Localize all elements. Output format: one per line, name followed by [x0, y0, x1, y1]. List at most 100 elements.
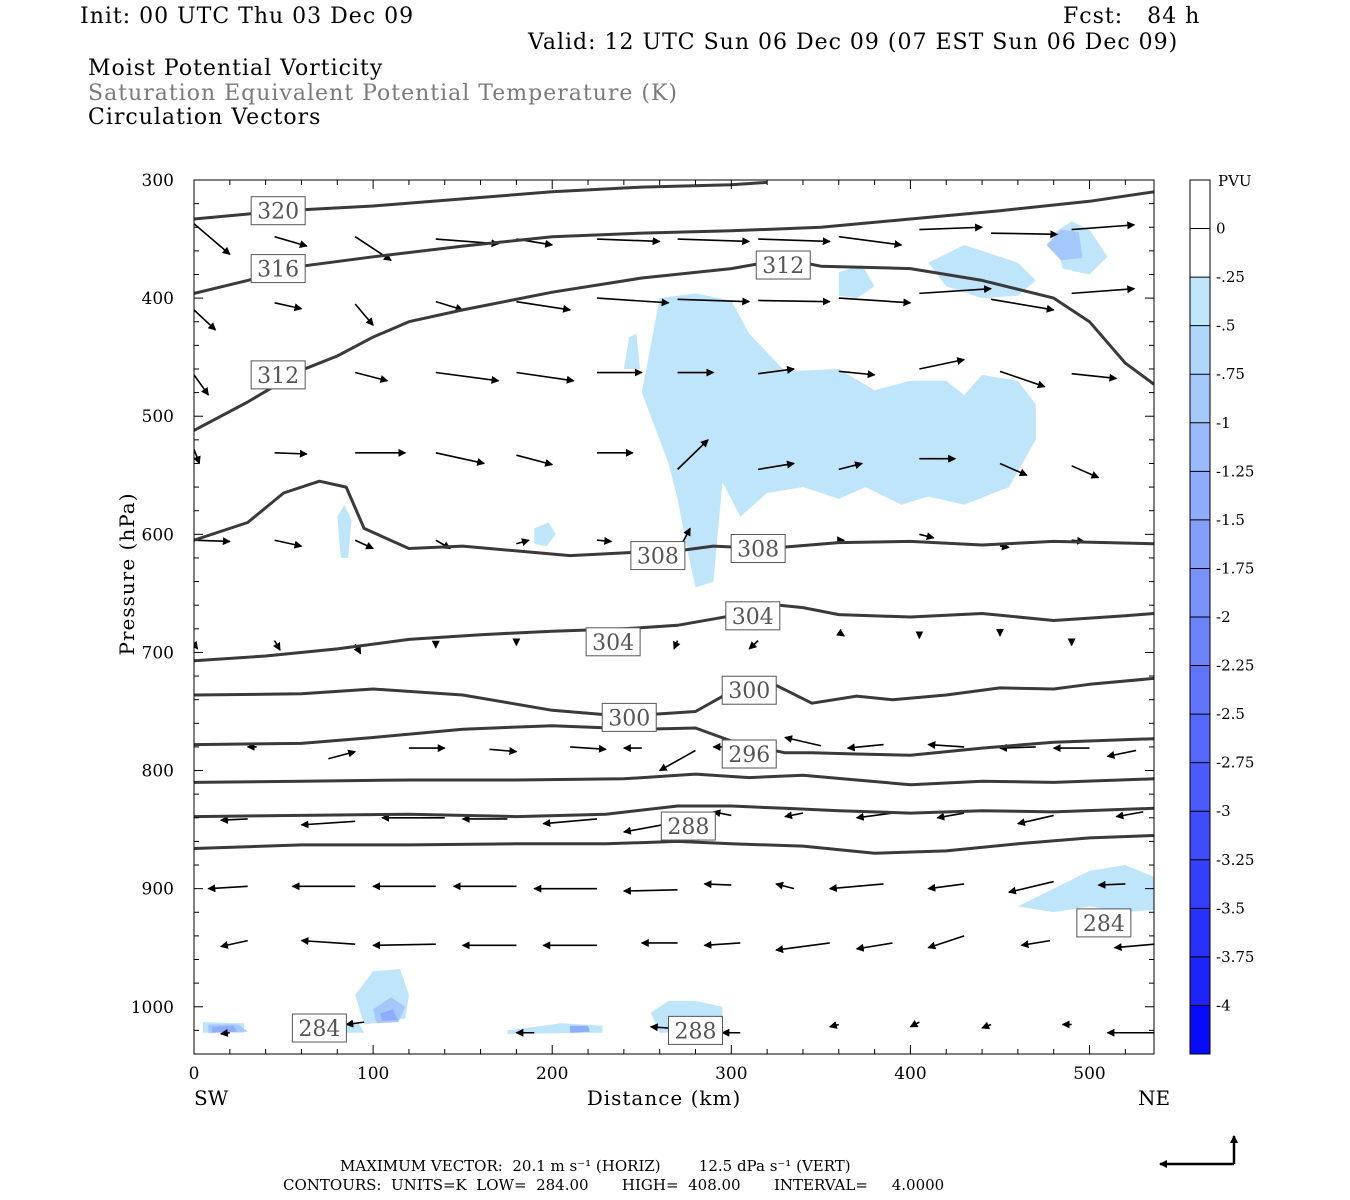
vector-116: [855, 942, 893, 952]
colorbar-label-7: -1.75: [1216, 559, 1254, 577]
vector-117: [927, 935, 965, 950]
colorbar-segment-6: [1190, 471, 1210, 520]
vector-66: [836, 628, 845, 637]
vector-9: [919, 223, 984, 232]
pv-fill-layer: [203, 221, 1154, 1034]
pv-region-2: [928, 245, 1036, 299]
contour-label2-304: 304: [732, 605, 774, 630]
vector-43: [758, 460, 795, 471]
vector-35: [1071, 372, 1118, 382]
colorbar-segment-2: [1190, 277, 1210, 326]
vector-0: [194, 223, 231, 256]
colorbar: PVU 0 -.25 -.5 -.75 -1 -1.25 -1.5 -1.75 -2 -2.25 -2…: [1189, 172, 1254, 1055]
vector-7: [758, 237, 831, 246]
pv-region-5: [337, 504, 352, 558]
contour-label-284-box: [291, 1013, 347, 1043]
vector-88: [542, 818, 598, 828]
vector-84: [219, 815, 248, 824]
y-tick-label-900: 900: [142, 880, 174, 900]
vector-13: [274, 302, 303, 312]
colorbar-label-11: -2.75: [1216, 754, 1254, 772]
x-tick-label-0: 0: [189, 1064, 200, 1084]
y-tick-label-500: 500: [142, 407, 174, 427]
vector-46: [999, 462, 1028, 477]
vector-85: [300, 820, 356, 829]
vector-81: [998, 743, 1036, 752]
y-tick-label-800: 800: [142, 762, 174, 782]
vector-59: [194, 640, 199, 650]
vector-6: [677, 237, 751, 246]
vector-18: [677, 297, 751, 306]
contour-label-288: 288: [667, 815, 709, 840]
contour-label2-308-box: [730, 533, 786, 563]
vector-65: [748, 640, 759, 650]
x-tick-label-500: 500: [1073, 1064, 1105, 1084]
vector-8: [838, 235, 903, 249]
vector-48: [194, 537, 231, 546]
vector-28: [516, 371, 575, 384]
colorbar-label-6: -1.5: [1216, 511, 1245, 529]
colorbar-segment-3: [1190, 325, 1210, 375]
vector-119: [1113, 943, 1154, 952]
contour-label-304: 304: [592, 631, 634, 656]
y-tick-label-600: 600: [142, 525, 174, 545]
vector-17: [596, 297, 670, 307]
x-tick-label-200: 200: [536, 1064, 568, 1084]
vector-115: [775, 942, 830, 954]
vector-36: [194, 449, 201, 465]
vector-64: [673, 640, 681, 650]
colorbar-label-1: -.25: [1216, 268, 1245, 286]
vector-12: [194, 309, 217, 331]
contour-292: [194, 772, 1154, 787]
colorbar-segment-15: [1190, 908, 1210, 957]
contour-label2-300-box: [721, 675, 777, 705]
vector-56: [919, 532, 935, 541]
max-vector-note: MAXIMUM VECTOR: 20.1 m s⁻¹ (HORIZ) 12.5 …: [340, 1157, 851, 1175]
vector-22: [990, 298, 1055, 313]
vector-118: [1020, 939, 1051, 949]
colorbar-segment-0: [1190, 180, 1210, 229]
contour-label2-284: 284: [1083, 912, 1125, 937]
colorbar-label-14: -3.5: [1216, 899, 1245, 917]
pv-region-9: [1017, 865, 1154, 913]
vector-15: [435, 300, 464, 312]
axes: 0 100 200 300 400 500 300 400 500 600 700 800 900 100…: [115, 171, 1170, 1110]
pv-region-16: [211, 1025, 237, 1033]
contour-288: [194, 804, 1154, 819]
contour-label-308: 308: [637, 545, 679, 570]
vector-92: [855, 812, 893, 821]
sw-end-label: SW: [194, 1086, 229, 1110]
contour-label-300-box: [601, 702, 657, 732]
x-tick-label-300: 300: [715, 1064, 747, 1084]
colorbar-title: PVU: [1218, 172, 1252, 190]
colorbar-label-8: -2: [1216, 608, 1231, 626]
vector-33: [919, 357, 966, 370]
contour-label2-312-box: [755, 250, 811, 280]
contour-296: [194, 724, 1154, 757]
pv-region-3: [838, 265, 875, 299]
vector-57: [999, 542, 1010, 551]
y-tick-label-1000: 1000: [131, 998, 174, 1018]
contour-label2-304-box: [725, 601, 781, 631]
colorbar-label-16: -4: [1216, 996, 1231, 1014]
x-axis-title: Distance (km): [587, 1086, 742, 1110]
colorbar-label-3: -.75: [1216, 365, 1245, 383]
vector-5: [596, 237, 661, 246]
vector-52: [516, 538, 530, 546]
x-tick-label-100: 100: [357, 1064, 389, 1084]
vector-32: [838, 370, 876, 379]
vector-19: [758, 297, 831, 306]
vector-73: [489, 747, 518, 756]
contour-label-312-box: [250, 360, 306, 390]
vector-50: [354, 539, 375, 550]
vector-110: [372, 941, 436, 950]
vector-120: [219, 1029, 230, 1037]
vector-123: [649, 1023, 669, 1032]
pv-region-17: [570, 1025, 590, 1033]
vector-49: [274, 539, 303, 549]
colorbar-segment-13: [1190, 811, 1210, 860]
vector-104: [828, 883, 884, 893]
pv-region-0: [641, 293, 1036, 588]
vector-39: [435, 452, 486, 466]
